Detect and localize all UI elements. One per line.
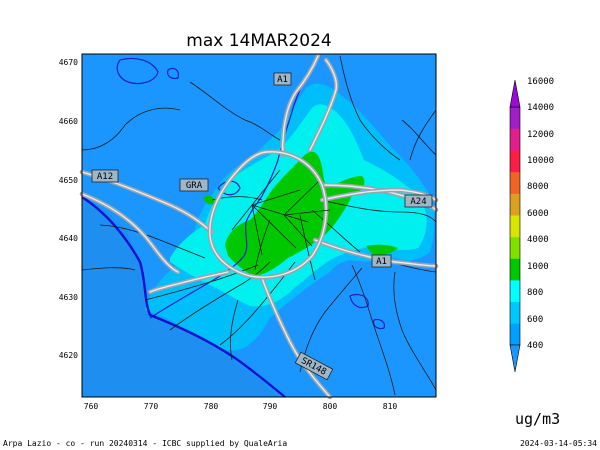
city-center-lines xyxy=(231,169,331,256)
colorbar-segment xyxy=(510,128,520,151)
colorbar: 400 600 800 1000 4000 6000 8000 10000 12… xyxy=(509,77,554,373)
road-label-a12: A12 xyxy=(91,169,119,183)
y-tick-4670: 4670 xyxy=(59,58,78,67)
unit-label: ug/m3 xyxy=(515,410,560,428)
coastline xyxy=(81,195,286,398)
colorbar-label-4000: 4000 xyxy=(527,235,549,245)
x-tick-800: 800 xyxy=(323,402,338,411)
colorbar-segment xyxy=(510,150,520,173)
road-label-a1-south: A1 xyxy=(371,254,392,268)
colorbar-labels: 400 600 800 1000 4000 6000 8000 10000 12… xyxy=(527,77,554,351)
footer-credits: Arpa Lazio - co - run 20240314 - ICBC su… xyxy=(3,439,287,448)
x-tick-760: 760 xyxy=(84,402,99,411)
colorbar-under-arrow xyxy=(509,344,521,373)
colorbar-segment xyxy=(510,107,520,129)
colorbar-segment xyxy=(510,301,520,324)
y-tick-4650: 4650 xyxy=(59,176,78,185)
colorbar-label-1000: 1000 xyxy=(527,262,549,272)
x-tick-810: 810 xyxy=(383,402,398,411)
colorbar-segment xyxy=(510,171,520,194)
colorbar-segment xyxy=(510,323,520,346)
road-label-a1-north: A1 xyxy=(273,72,292,86)
x-tick-790: 790 xyxy=(263,402,278,411)
road-label-a24: A24 xyxy=(404,194,433,208)
colorbar-segments xyxy=(509,106,521,346)
road-label-a12-text: A12 xyxy=(97,172,113,182)
colorbar-label-14000: 14000 xyxy=(527,103,554,113)
y-tick-4630: 4630 xyxy=(59,293,78,302)
colorbar-segment xyxy=(510,215,520,238)
colorbar-over-arrow xyxy=(509,79,521,108)
footer-timestamp: 2024-03-14-05:34 xyxy=(520,439,597,448)
colorbar-label-8000: 8000 xyxy=(527,182,549,192)
x-tick-780: 780 xyxy=(204,402,219,411)
colorbar-label-12000: 12000 xyxy=(527,130,554,140)
colorbar-label-10000: 10000 xyxy=(527,156,554,166)
map-title: max 14MAR2024 xyxy=(186,31,331,51)
y-tick-4640: 4640 xyxy=(59,234,78,243)
x-tick-770: 770 xyxy=(144,402,159,411)
colorbar-label-800: 800 xyxy=(527,288,543,298)
y-tick-4660: 4660 xyxy=(59,117,78,126)
colorbar-label-400: 400 xyxy=(527,341,543,351)
colorbar-label-16000: 16000 xyxy=(527,77,554,87)
map-panel xyxy=(79,53,439,400)
colorbar-segment xyxy=(510,193,520,216)
road-label-gra: GRA xyxy=(179,178,209,192)
road-label-a24-text: A24 xyxy=(410,197,426,207)
colorbar-label-6000: 6000 xyxy=(527,209,549,219)
colorbar-segment xyxy=(510,280,520,303)
y-tick-4620: 4620 xyxy=(59,351,78,360)
colorbar-segment xyxy=(510,258,520,281)
road-label-gra-text: GRA xyxy=(186,181,203,191)
colorbar-label-600: 600 xyxy=(527,315,543,325)
road-label-a1-north-text: A1 xyxy=(277,75,288,85)
axis-ticks: 760 770 780 790 800 810 4670 4660 4650 4… xyxy=(59,58,398,411)
lake-small-north xyxy=(116,57,159,85)
road-label-a1-south-text: A1 xyxy=(376,257,387,267)
colorbar-segment xyxy=(510,236,520,259)
